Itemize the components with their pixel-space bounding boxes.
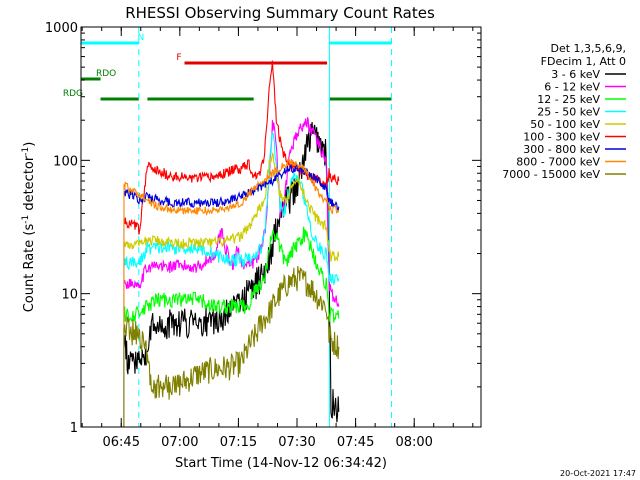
y-axis-label: Count Rate (s-1 detector-1)	[21, 142, 37, 313]
flag-label-n: N	[137, 33, 144, 43]
legend-label-4: 50 - 100 keV	[530, 118, 600, 131]
legend-header-line-2: FDecim 1, Att 0	[541, 55, 626, 68]
y-tick-label: 1	[70, 421, 78, 436]
series-line	[124, 60, 340, 235]
ticks-layer: 1 10 100 1000 06:45 07:00 07:15 07:30 07:45 08:00	[45, 21, 481, 450]
y-axis-label-middle: detector	[22, 155, 37, 215]
series-layer	[123, 60, 340, 427]
y-axis-label-sup-2: -1	[21, 147, 31, 156]
x-tick-label: 07:15	[220, 435, 257, 450]
legend-label-1: 6 - 12 keV	[544, 81, 600, 94]
x-tick-label: 07:45	[337, 435, 374, 450]
series-line	[123, 265, 340, 400]
x-tick-label: 07:30	[278, 435, 315, 450]
x-axis-label: Start Time (14-Nov-12 06:34:42)	[175, 456, 387, 471]
y-axis-label-sup: -1	[21, 215, 31, 224]
legend-label-8: 7000 - 15000 keV	[502, 168, 600, 181]
flag-label-rdg: RDG	[63, 89, 83, 99]
flag-label-f: F	[176, 53, 181, 63]
x-tick-label: 07:00	[161, 435, 198, 450]
flag-label-rdo: RDO	[96, 69, 116, 79]
chart-title: RHESSI Observing Summary Count Rates	[125, 4, 435, 22]
series-line	[124, 226, 340, 323]
y-tick-label: 100	[53, 154, 78, 169]
timestamp: 20-Oct-2021 17:47	[560, 469, 636, 478]
legend-label-6: 300 - 800 keV	[523, 143, 600, 156]
series-8	[123, 265, 340, 427]
y-axis-label-main: Count Rate (s	[22, 224, 37, 313]
flags-layer: N F RDO RDG	[63, 33, 392, 101]
legend-label-0: 3 - 6 keV	[551, 68, 600, 81]
plot-frame	[80, 26, 482, 428]
legend-header-line-1: Det 1,3,5,6,9,	[550, 42, 626, 55]
plot-area: N F RDO RDG 1 10 100 1000 06:45 07:00 07:15 07:30 0…	[45, 21, 482, 450]
series-line	[123, 162, 340, 213]
y-tick-label: 1000	[45, 21, 78, 36]
series-line	[123, 158, 339, 217]
x-tick-label: 06:45	[103, 435, 140, 450]
y-tick-label: 10	[61, 288, 78, 303]
legend-label-3: 25 - 50 keV	[537, 106, 600, 119]
y-axis-label-end: )	[22, 142, 37, 147]
legend-label-7: 800 - 7000 keV	[516, 156, 600, 169]
series-line	[123, 117, 340, 307]
series-line	[123, 152, 340, 262]
legend-label-2: 12 - 25 keV	[537, 93, 600, 106]
legend-label-5: 100 - 300 keV	[523, 131, 600, 144]
x-tick-label: 08:00	[395, 435, 432, 450]
legend: Det 1,3,5,6,9, FDecim 1, Att 0 3 - 6 keV…	[502, 42, 626, 181]
